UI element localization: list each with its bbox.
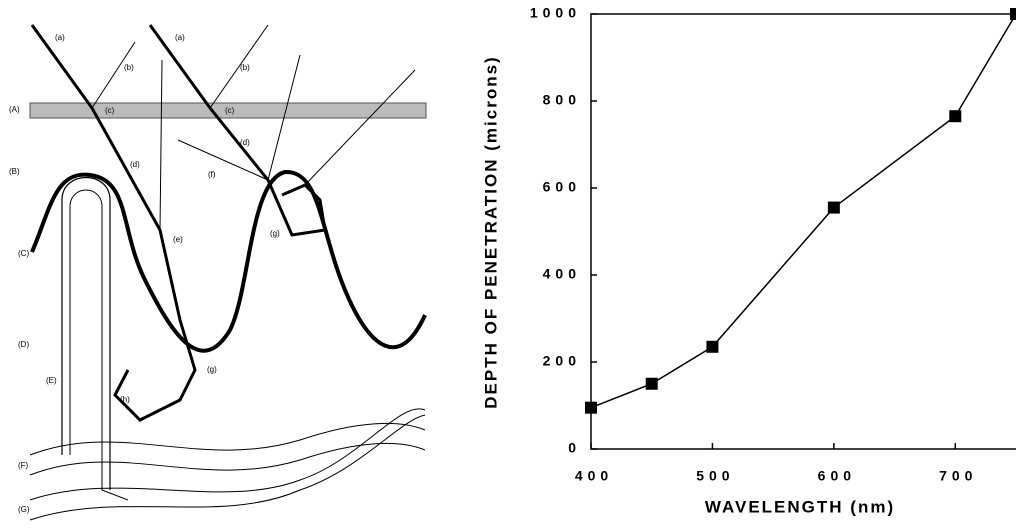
x-tick-label: 600	[818, 468, 856, 484]
label: (b)	[124, 63, 134, 72]
reflected-ray	[91, 41, 163, 231]
skin-fold	[30, 169, 427, 353]
layer-label: (F)	[18, 461, 29, 470]
hair-follicle-inner	[69, 189, 129, 501]
label: (c)	[225, 106, 235, 115]
layer-label: (D)	[18, 340, 29, 349]
layer-label: (E)	[46, 376, 57, 385]
reflected-ray	[177, 24, 416, 186]
tissue-line	[29, 442, 426, 476]
x-tick-label: 700	[939, 468, 977, 484]
data-point	[645, 377, 658, 390]
x-tick-label: 400	[575, 468, 613, 484]
layer-label: (A)	[9, 105, 20, 114]
label: (d)	[130, 160, 140, 169]
y-tick-label: 400	[543, 266, 581, 282]
y-tick-label: 200	[543, 353, 581, 369]
tissue-line	[29, 422, 426, 456]
label: (a)	[175, 33, 185, 42]
light-path	[30, 24, 197, 422]
label: (a)	[55, 33, 65, 42]
label: (b)	[240, 63, 250, 72]
diagram-labels: (a) (b) (c) (d) (e) (g) (h) (a) (b) (c) …	[9, 33, 280, 514]
diagram	[29, 24, 427, 521]
y-tick-label: 0	[568, 440, 581, 456]
label: (g)	[270, 229, 280, 238]
label: (e)	[173, 235, 183, 244]
y-tick-label: 600	[543, 179, 581, 195]
data-point	[706, 340, 719, 353]
data-line	[590, 13, 1016, 409]
hair-follicle	[61, 177, 111, 490]
y-axis-label: DEPTH OF PENETRATION (microns)	[481, 55, 500, 408]
label: (c)	[105, 106, 115, 115]
data-point	[585, 401, 597, 414]
label: (f)	[208, 170, 216, 179]
data-point	[1010, 8, 1016, 20]
layer-label: (G)	[18, 505, 30, 514]
tissue-line	[29, 408, 426, 501]
label: (h)	[120, 395, 130, 404]
label: (g)	[207, 365, 217, 374]
x-axis-label: WAVELENGTH (nm)	[705, 497, 895, 516]
x-tick-label: 500	[696, 468, 734, 484]
data-point	[827, 201, 840, 214]
layer-label: (B)	[9, 167, 20, 176]
label: (d)	[240, 138, 250, 147]
light-path	[148, 24, 327, 237]
plot-frame	[590, 13, 1016, 450]
layer-label: (C)	[18, 249, 29, 258]
y-tick-label: 800	[543, 92, 581, 108]
tissue-line	[29, 414, 426, 521]
data-point	[949, 110, 962, 123]
surface-layer	[29, 102, 427, 119]
y-tick-label: 1000	[530, 5, 581, 21]
